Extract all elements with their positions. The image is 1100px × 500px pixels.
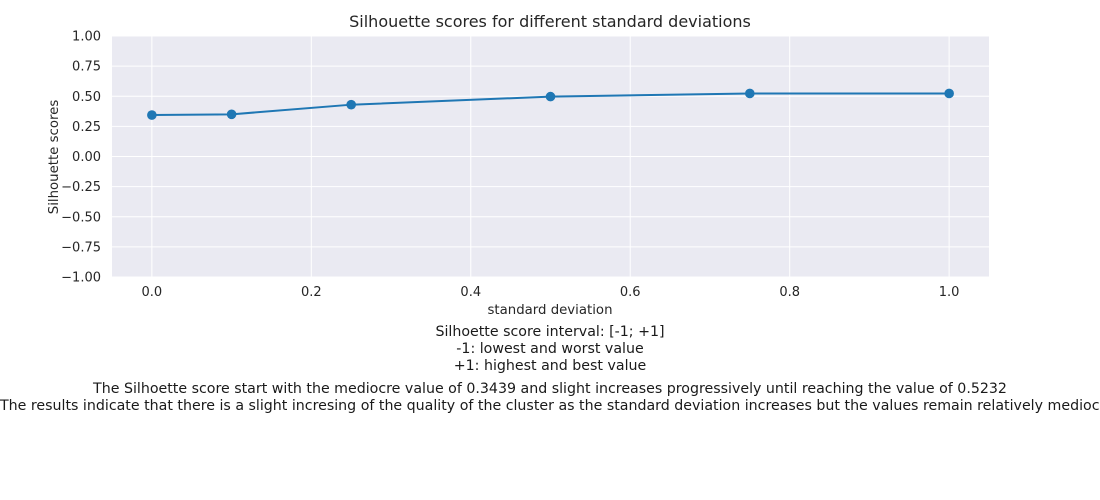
series-line: [150, 92, 951, 117]
y-tick-label: −0.25: [61, 180, 101, 195]
chart-title: Silhouette scores for different standard…: [349, 12, 751, 31]
y-tick-label: 0.50: [72, 90, 101, 105]
grid: [112, 35, 989, 278]
y-tick-label: 0.00: [72, 150, 101, 165]
y-tick-label: −0.75: [61, 240, 101, 255]
caption-line: The results indicate that there is a sli…: [0, 398, 1100, 414]
x-axis-label: standard deviation: [487, 303, 612, 318]
x-tick-label: 0.8: [779, 285, 800, 300]
x-tick-label: 0.4: [460, 285, 481, 300]
interval-caption: Silhoette score interval: [-1; +1] -1: l…: [0, 324, 1100, 375]
y-axis-label: Silhouette scores: [47, 100, 62, 215]
caption-line: +1: highest and best value: [453, 358, 647, 374]
x-tick-label: 1.0: [939, 285, 960, 300]
y-tick-label: 1.00: [72, 30, 101, 45]
tick-labels: 0.0 0.2 0.4 0.6 0.8 1.0 −1.00 −0.75 −0.50 −0.25 0.…: [61, 30, 959, 301]
y-tick-label: −1.00: [61, 271, 101, 286]
y-tick-label: 0.25: [72, 120, 101, 135]
data-point: [226, 109, 237, 120]
data-point: [944, 88, 954, 99]
x-tick-label: 0.2: [301, 285, 322, 300]
data-point: [147, 110, 157, 120]
x-tick-label: 0.0: [142, 285, 163, 300]
line-chart: 0.0 0.2 0.4 0.6 0.8 1.0 −1.00 −0.75 −0.50 −0.25 0.…: [47, 12, 989, 318]
y-tick-label: 0.75: [72, 60, 101, 75]
caption-line: -1: lowest and worst value: [456, 341, 644, 357]
summary-caption: The Silhoette score start with the medio…: [0, 381, 1100, 415]
y-tick-label: −0.50: [61, 210, 101, 225]
data-point: [745, 88, 755, 99]
data-point: [545, 91, 556, 102]
caption-line: The Silhoette score start with the medio…: [93, 381, 1007, 397]
data-point: [346, 99, 356, 110]
caption-line: Silhoette score interval: [-1; +1]: [435, 324, 665, 340]
series-layer: [147, 88, 954, 120]
x-tick-label: 0.6: [620, 285, 641, 300]
